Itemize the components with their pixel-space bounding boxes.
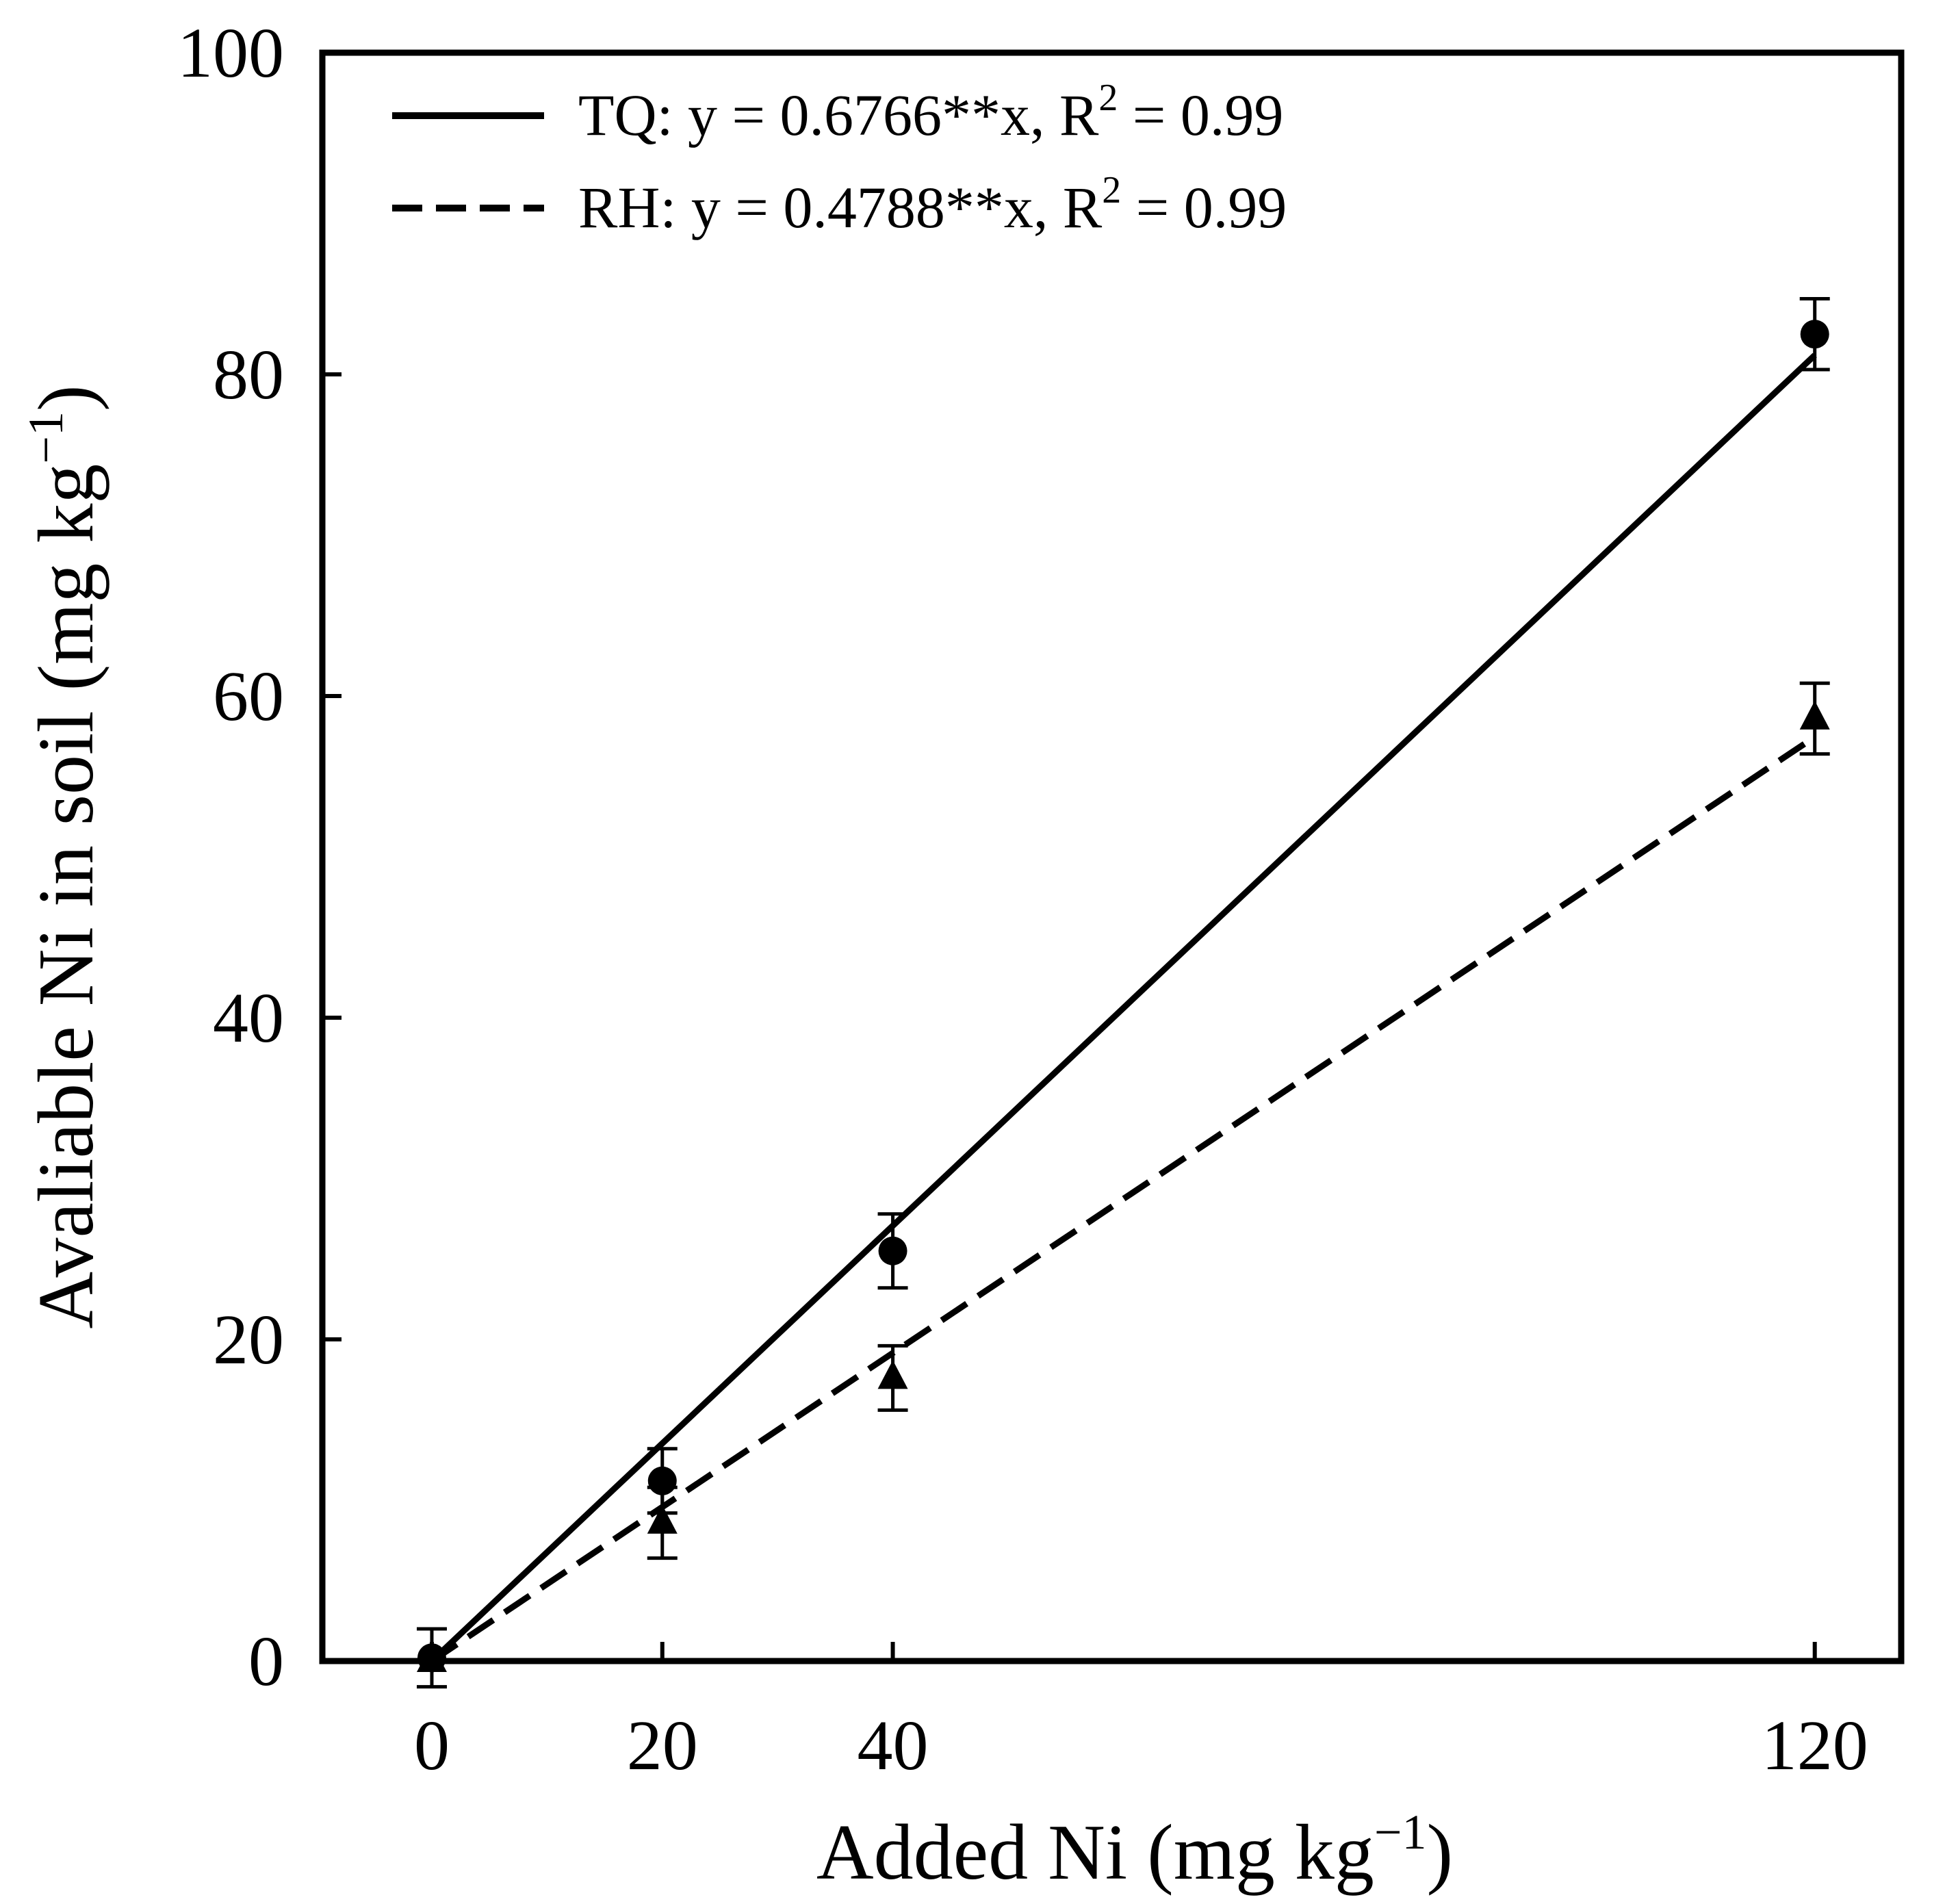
- data-point-rh: [1799, 700, 1830, 730]
- y-tick-label: 80: [213, 335, 284, 414]
- legend-label-tq-tail: = 0.99: [1118, 82, 1283, 148]
- legend-label-tq: TQ: y = 0.6766**x, R2 = 0.99: [578, 77, 1283, 148]
- data-point-tq: [878, 1236, 907, 1265]
- x-tick-label: 120: [1762, 1706, 1868, 1785]
- y-axis-title-sup: −1: [18, 411, 73, 464]
- y-tick-label: 100: [177, 14, 284, 92]
- y-axis-title: Avaliable Ni in soil (mg kg−1): [18, 385, 110, 1328]
- y-tick-label: 0: [248, 1622, 284, 1701]
- x-axis-title-sup: −1: [1374, 1805, 1427, 1860]
- legend: TQ: y = 0.6766**x, R2 = 0.99 RH: y = 0.4…: [392, 77, 1287, 240]
- legend-label-rh-main: RH: y = 0.4788**x, R: [578, 175, 1103, 240]
- plot-area-frame: [319, 49, 1905, 1664]
- data-points: [416, 320, 1830, 1673]
- error-bars: [416, 297, 1830, 1689]
- y-tick-label: 60: [213, 657, 284, 736]
- data-point-rh: [877, 1360, 908, 1389]
- x-axis-title: Added Ni (mg kg−1): [816, 1805, 1453, 1896]
- y-tick-label: 20: [213, 1300, 284, 1379]
- fit-lines: [429, 352, 1817, 1664]
- fit-line-rh: [430, 734, 1817, 1664]
- x-tick-label: 20: [627, 1706, 698, 1785]
- legend-label-rh-sup: 2: [1102, 169, 1121, 211]
- x-axis-ticks: 0 20 40 120: [414, 1642, 1868, 1785]
- y-tick-label: 40: [213, 979, 284, 1057]
- data-point-tq: [1800, 320, 1829, 349]
- data-point-rh: [647, 1504, 678, 1534]
- legend-label-tq-main: TQ: y = 0.6766**x, R: [578, 82, 1099, 148]
- legend-label-rh-tail: = 0.99: [1121, 175, 1287, 240]
- y-axis-title-main: Avaliable Ni in soil (mg kg: [23, 464, 110, 1329]
- legend-label-tq-sup: 2: [1098, 77, 1118, 119]
- x-tick-label: 0: [414, 1706, 450, 1785]
- x-axis-title-main: Added Ni (mg kg: [816, 1809, 1374, 1896]
- fit-line-tq: [429, 352, 1817, 1664]
- data-point-rh: [416, 1643, 447, 1672]
- legend-label-rh: RH: y = 0.4788**x, R2 = 0.99: [578, 169, 1287, 240]
- y-axis-ticks: 0 20 40 60 80 100: [177, 14, 342, 1701]
- x-tick-label: 40: [858, 1706, 929, 1785]
- x-axis-title-close: ): [1427, 1809, 1454, 1896]
- y-axis-title-close: ): [23, 385, 110, 411]
- data-point-tq: [647, 1466, 677, 1495]
